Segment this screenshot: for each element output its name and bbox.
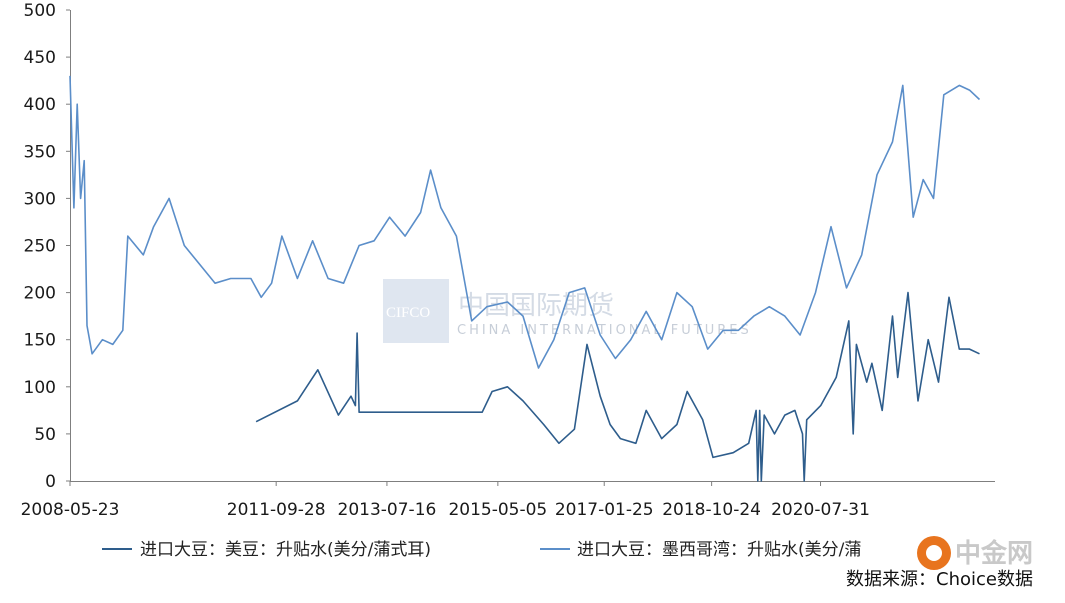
x-tick-label: 2020-07-31 bbox=[771, 500, 870, 520]
x-tick-label: 2017-01-25 bbox=[555, 500, 654, 520]
x-tick-label: 2013-07-16 bbox=[338, 500, 437, 520]
legend: 进口大豆：美豆：升贴水(美分/蒲式耳) 进口大豆：墨西哥湾：升贴水(美分/蒲 bbox=[102, 540, 861, 560]
series-line-us-soybean bbox=[255, 291, 980, 482]
y-tick-label: 100 bbox=[24, 378, 56, 398]
y-tick-label: 400 bbox=[24, 95, 56, 115]
x-tick-label: 2015-05-05 bbox=[448, 500, 547, 520]
y-tick-label: 250 bbox=[24, 237, 56, 257]
y-tick-label: 0 bbox=[45, 472, 56, 492]
data-source: 数据来源：Choice数据 bbox=[846, 569, 1033, 590]
logo-text: 中金网 bbox=[955, 538, 1033, 569]
y-tick-label: 450 bbox=[24, 48, 56, 68]
watermark: CIFCO 中国国际期货 CHINA INTERNATIONAL FUTURES bbox=[383, 279, 752, 343]
watermark-brand-en: CHINA INTERNATIONAL FUTURES bbox=[457, 323, 752, 338]
site-logo: 中金网 bbox=[917, 536, 1033, 570]
x-tick-label: 2018-10-24 bbox=[662, 500, 761, 520]
y-tick-label: 350 bbox=[24, 142, 56, 162]
y-tick-label: 500 bbox=[24, 1, 56, 21]
x-tick-label: 2008-05-23 bbox=[21, 500, 120, 520]
y-tick-label: 150 bbox=[24, 331, 56, 351]
y-tick-label: 200 bbox=[24, 284, 56, 304]
series-line-gulf-soybean bbox=[69, 75, 981, 369]
logo-mark-inner-icon bbox=[926, 545, 942, 561]
series-layer bbox=[69, 75, 981, 482]
x-tick-label: 2011-09-28 bbox=[227, 500, 326, 520]
y-tick-label: 300 bbox=[24, 189, 56, 209]
watermark-logo-block bbox=[383, 279, 449, 343]
x-axis-ticks: 2008-05-23 2011-09-28 2013-07-16 2015-05-05… bbox=[21, 481, 870, 520]
legend-label-gulf: 进口大豆：墨西哥湾：升贴水(美分/蒲 bbox=[577, 540, 861, 560]
watermark-latin: CIFCO bbox=[386, 305, 430, 321]
legend-label-us: 进口大豆：美豆：升贴水(美分/蒲式耳) bbox=[140, 540, 431, 560]
y-tick-label: 50 bbox=[34, 425, 56, 445]
y-axis-ticks: 0 50 100 150 200 250 300 350 400 450 500 bbox=[24, 1, 70, 492]
